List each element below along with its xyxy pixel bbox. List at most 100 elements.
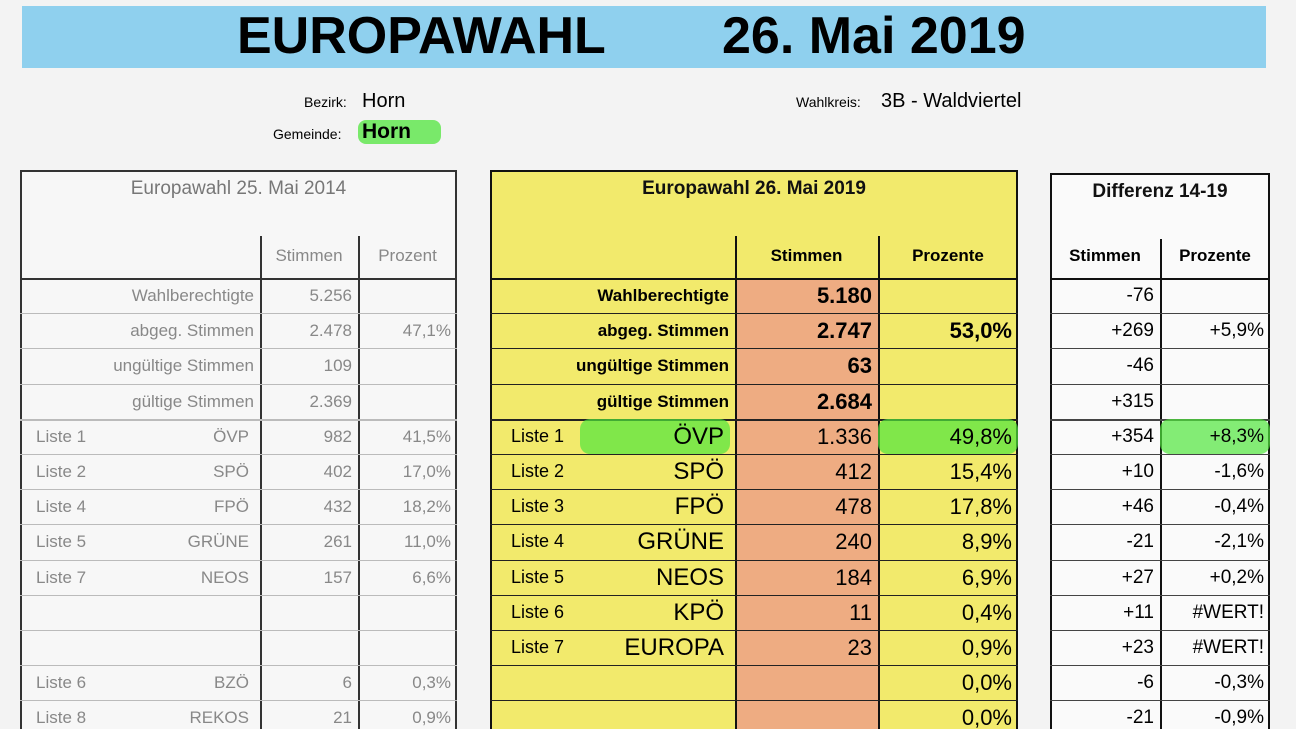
table-title: Europawahl 26. Mai 2019	[642, 178, 866, 199]
column-line	[1160, 239, 1162, 729]
votes: 478	[835, 494, 872, 520]
row-line	[1050, 665, 1270, 667]
percent: 15,4%	[949, 459, 1012, 484]
percent: 0,0%	[961, 670, 1012, 696]
percent: 41,5%	[402, 426, 451, 446]
column-header: Prozente	[1179, 246, 1251, 265]
votes: -21	[1126, 531, 1154, 553]
value: 3B - Waldviertel	[881, 90, 1022, 112]
row-line	[1050, 594, 1270, 596]
row-line	[20, 700, 457, 702]
value: Horn	[358, 120, 441, 144]
party: BZÖ	[214, 673, 249, 693]
list-number: Liste 8	[36, 708, 87, 728]
list-number: Liste 3	[511, 496, 565, 517]
column-header: Stimmen	[1069, 246, 1141, 265]
percent: 17,0%	[402, 462, 451, 481]
percent: #WERT!	[1192, 637, 1264, 658]
votes: 240	[835, 529, 872, 555]
row-line	[20, 348, 457, 350]
row-line	[20, 559, 457, 561]
votes: 2.369	[309, 391, 352, 411]
party: REKOS	[189, 708, 249, 728]
column-line	[735, 236, 737, 729]
party: GRÜNE	[637, 528, 724, 556]
votes: 402	[323, 462, 352, 481]
list-number: Liste 1	[511, 425, 565, 446]
percent: #WERT!	[1192, 601, 1264, 623]
row-line	[20, 524, 457, 526]
row-label: Wahlberechtigte	[597, 286, 729, 305]
votes: +354	[1111, 425, 1154, 447]
votes: 23	[847, 635, 872, 660]
row-line	[20, 489, 457, 491]
list-number: Liste 1	[36, 426, 87, 446]
title-band	[22, 6, 1266, 68]
list-number: Liste 2	[36, 462, 87, 481]
percent: 0,4%	[961, 599, 1012, 625]
percent: -0,9%	[1214, 707, 1264, 729]
table-frame	[20, 170, 457, 729]
votes: 21	[333, 708, 352, 728]
percent: -2,1%	[1214, 531, 1264, 553]
row-line	[1050, 559, 1270, 561]
votes: 11	[849, 599, 872, 625]
percent: -1,6%	[1214, 461, 1264, 482]
list-number: Liste 7	[511, 637, 565, 657]
list-number: Liste 7	[36, 567, 87, 587]
list-number: Liste 5	[36, 532, 87, 552]
percent: 53,0%	[949, 318, 1012, 344]
list-number: Liste 5	[511, 566, 565, 587]
list-number: Liste 4	[511, 531, 565, 552]
column-header: Prozent	[378, 246, 437, 265]
row-line	[490, 630, 1018, 631]
percent: -0,3%	[1214, 672, 1264, 694]
votes: 63	[847, 353, 872, 379]
row-label: gültige Stimmen	[132, 391, 254, 411]
votes: 5.256	[309, 286, 352, 305]
row-line	[1050, 454, 1270, 455]
percent: 18,2%	[402, 497, 451, 517]
votes: -46	[1126, 355, 1154, 377]
column-line	[260, 236, 262, 729]
row-line	[490, 665, 1018, 667]
votes: +46	[1121, 496, 1154, 518]
party: ÖVP	[213, 426, 249, 446]
votes: +269	[1111, 320, 1154, 342]
party: NEOS	[200, 567, 249, 587]
list-number: Liste 4	[36, 497, 87, 517]
percent: 6,6%	[412, 567, 451, 587]
label: Gemeinde:	[273, 126, 342, 142]
votes: 2.747	[816, 318, 872, 344]
votes: 109	[323, 356, 352, 376]
list-number: Liste 6	[511, 601, 565, 622]
percent: +0,2%	[1209, 566, 1264, 588]
row-line	[1050, 313, 1270, 315]
column-line	[878, 236, 880, 729]
votes: 2.684	[816, 388, 872, 414]
row-line	[1050, 348, 1270, 350]
votes: +27	[1121, 566, 1154, 588]
percent: 11,0%	[404, 532, 451, 552]
votes: 6	[342, 673, 352, 693]
votes: 982	[323, 426, 352, 446]
header-line	[20, 278, 457, 280]
row-label: abgeg. Stimmen	[130, 321, 254, 341]
votes: 157	[323, 567, 352, 587]
party: EUROPA	[624, 634, 724, 661]
votes: 432	[323, 497, 352, 517]
votes: 1.336	[816, 423, 872, 449]
title: EUROPAWAHL	[237, 7, 606, 65]
row-line	[490, 454, 1018, 455]
votes: -6	[1137, 672, 1154, 694]
row-line	[1050, 489, 1270, 491]
row-line	[490, 313, 1018, 315]
row-line	[20, 630, 457, 631]
votes: +11	[1123, 601, 1154, 623]
row-line	[490, 383, 1018, 385]
percent: 0,0%	[961, 705, 1012, 729]
votes: +10	[1121, 461, 1154, 482]
header-line	[490, 278, 1018, 280]
votes: -21	[1126, 707, 1154, 729]
table-title: Differenz 14-19	[1092, 181, 1228, 202]
